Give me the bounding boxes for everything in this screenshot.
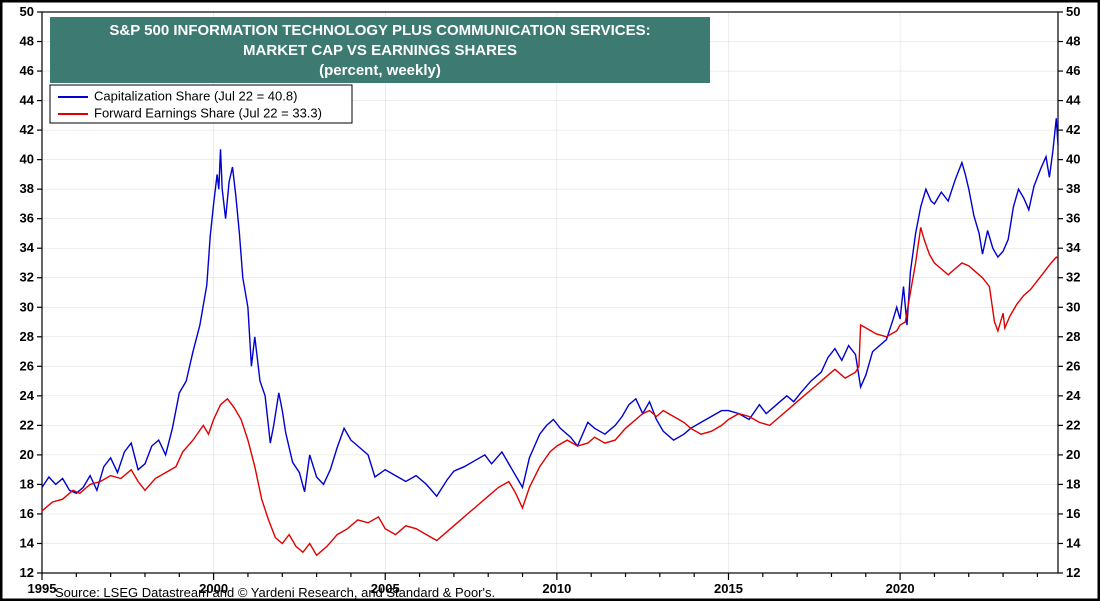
ylabel-left: 22	[20, 417, 34, 432]
ylabel-right: 46	[1066, 63, 1080, 78]
ylabel-left: 48	[20, 34, 34, 49]
ylabel-left: 16	[20, 506, 34, 521]
chart-container: 1212141416161818202022222424262628283030…	[0, 0, 1100, 601]
ylabel-right: 44	[1066, 93, 1081, 108]
legend-label: Capitalization Share (Jul 22 = 40.8)	[94, 88, 297, 103]
ylabel-left: 34	[20, 240, 35, 255]
ylabel-left: 28	[20, 329, 34, 344]
ylabel-right: 38	[1066, 181, 1080, 196]
ylabel-left: 42	[20, 122, 34, 137]
ylabel-right: 42	[1066, 122, 1080, 137]
ylabel-right: 50	[1066, 4, 1080, 19]
xlabel: 2015	[714, 581, 743, 596]
ylabel-left: 44	[20, 93, 35, 108]
xlabel: 1995	[28, 581, 57, 596]
title-line-0: S&P 500 INFORMATION TECHNOLOGY PLUS COMM…	[109, 22, 650, 39]
xlabel: 2020	[886, 581, 915, 596]
ylabel-right: 28	[1066, 329, 1080, 344]
ylabel-right: 16	[1066, 506, 1080, 521]
ylabel-right: 26	[1066, 358, 1080, 373]
ylabel-right: 14	[1066, 535, 1081, 550]
ylabel-left: 18	[20, 476, 34, 491]
ylabel-right: 20	[1066, 447, 1080, 462]
ylabel-right: 34	[1066, 240, 1081, 255]
title-line-1: MARKET CAP VS EARNINGS SHARES	[243, 42, 517, 59]
ylabel-left: 40	[20, 152, 34, 167]
xlabel: 2010	[542, 581, 571, 596]
ylabel-left: 30	[20, 299, 34, 314]
title-line-2: (percent, weekly)	[319, 62, 441, 79]
ylabel-left: 26	[20, 358, 34, 373]
series-forward-earnings-share	[42, 228, 1058, 556]
ylabel-left: 32	[20, 270, 34, 285]
ylabel-right: 32	[1066, 270, 1080, 285]
ylabel-right: 30	[1066, 299, 1080, 314]
source-text: Source: LSEG Datastream and © Yardeni Re…	[55, 585, 495, 600]
ylabel-right: 48	[1066, 34, 1080, 49]
ylabel-right: 24	[1066, 388, 1081, 403]
ylabel-left: 36	[20, 211, 34, 226]
ylabel-right: 18	[1066, 476, 1080, 491]
ylabel-left: 12	[20, 565, 34, 580]
ylabel-left: 46	[20, 63, 34, 78]
ylabel-right: 40	[1066, 152, 1080, 167]
ylabel-right: 22	[1066, 417, 1080, 432]
ylabel-left: 24	[20, 388, 35, 403]
ylabel-left: 50	[20, 4, 34, 19]
ylabel-left: 14	[20, 535, 35, 550]
ylabel-left: 20	[20, 447, 34, 462]
legend-label: Forward Earnings Share (Jul 22 = 33.3)	[94, 105, 322, 120]
ylabel-right: 12	[1066, 565, 1080, 580]
chart-svg: 1212141416161818202022222424262628283030…	[0, 0, 1100, 601]
ylabel-right: 36	[1066, 211, 1080, 226]
ylabel-left: 38	[20, 181, 34, 196]
